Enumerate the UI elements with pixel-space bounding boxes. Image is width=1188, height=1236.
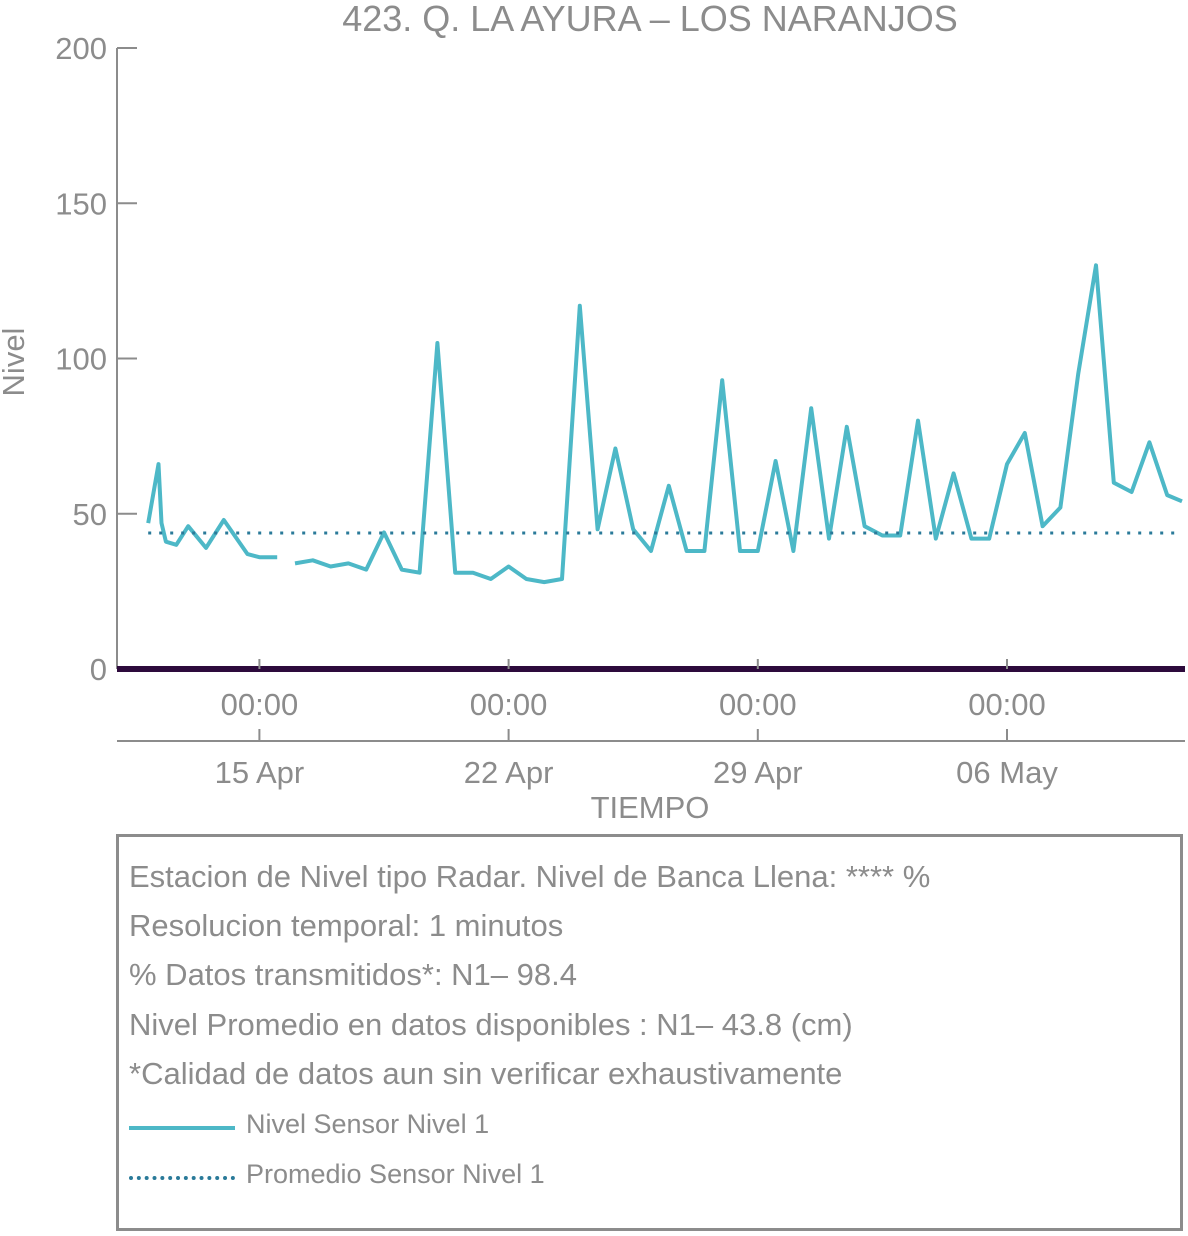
y-tick-label: 0 — [90, 652, 107, 687]
y-tick-label: 50 — [73, 497, 107, 532]
info-quality-note: *Calidad de datos aun sin verificar exha… — [129, 1056, 843, 1091]
y-tick-label: 100 — [55, 342, 107, 377]
info-station-type: Estacion de Nivel tipo Radar. Nivel de B… — [129, 859, 931, 894]
series-line-nivel — [294, 263, 1183, 585]
legend-label-promedio: Promedio Sensor Nivel 1 — [246, 1159, 545, 1189]
legend-swatch-dotted — [129, 1176, 235, 1180]
y-tick-label: 200 — [55, 31, 107, 66]
series-line-nivel — [146, 462, 278, 560]
x-axis: 00:00 15 Apr 00:00 22 Apr 00:00 29 Apr 00:00 06… — [117, 659, 1185, 790]
plot-area — [146, 263, 1183, 585]
info-data-transmitted: % Datos transmitidos*: N1– 98.4 — [129, 957, 577, 992]
info-box: Estacion de Nivel tipo Radar. Nivel de B… — [116, 834, 1183, 1231]
y-tick-label: 150 — [55, 186, 107, 221]
y-axis: 0 50 100 150 200 — [55, 31, 137, 687]
x-tick-label-date: 22 Apr — [464, 755, 554, 790]
chart-title: 423. Q. LA AYURA – LOS NARANJOS — [342, 0, 958, 39]
x-tick-label-date: 15 Apr — [215, 755, 305, 790]
x-axis-label: TIEMPO — [591, 790, 710, 825]
legend-swatch-solid — [129, 1126, 235, 1130]
x-tick-label-date: 29 Apr — [713, 755, 803, 790]
x-tick-label-time: 00:00 — [470, 687, 548, 722]
info-resolution: Resolucion temporal: 1 minutos — [129, 908, 564, 943]
x-tick-label-time: 00:00 — [968, 687, 1046, 722]
info-mean-level: Nivel Promedio en datos disponibles : N1… — [129, 1007, 853, 1042]
x-tick-label-time: 00:00 — [719, 687, 797, 722]
x-tick-label-date: 06 May — [956, 755, 1058, 790]
x-tick-label-time: 00:00 — [221, 687, 299, 722]
y-axis-label: Nivel — [0, 328, 31, 397]
legend-label-nivel: Nivel Sensor Nivel 1 — [246, 1109, 490, 1139]
chart-svg: 423. Q. LA AYURA – LOS NARANJOS Nivel TI… — [0, 0, 1185, 825]
